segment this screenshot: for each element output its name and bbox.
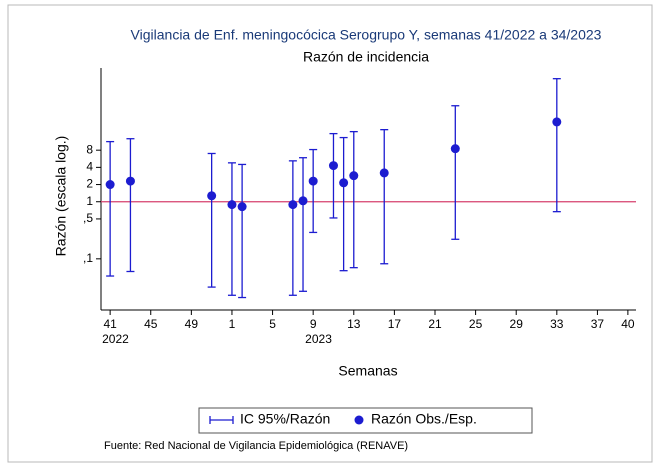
ci-bar: [288, 160, 297, 296]
point: [339, 178, 349, 188]
point: [328, 161, 338, 171]
ci-bar: [552, 78, 561, 213]
point: [379, 168, 389, 178]
x-year-label: 2023: [305, 332, 332, 346]
x-axis-label: Semanas: [338, 363, 397, 379]
frame: [7, 4, 653, 463]
x-tick-label: 41: [103, 317, 117, 331]
x-tick-label: 17: [388, 317, 402, 331]
ci-bar: [238, 163, 247, 299]
x-tick-label: 37: [591, 317, 605, 331]
point: [349, 171, 359, 181]
ci-bar: [380, 129, 389, 265]
source-note: Fuente: Red Nacional de Vigilancia Epide…: [104, 440, 408, 452]
legend-box: [198, 407, 533, 434]
x-tick-label: 13: [347, 317, 361, 331]
x-tick-label: 49: [185, 317, 199, 331]
ci-bar: [451, 105, 460, 240]
y-tick-label: 4: [86, 160, 93, 174]
ci-bar: [329, 132, 338, 219]
ci-bar: [207, 152, 216, 288]
x-tick-label: 45: [144, 317, 158, 331]
ci-bar: [339, 136, 348, 272]
ci-bar: [299, 157, 308, 292]
x-year-label: 2022: [102, 332, 129, 346]
point: [237, 202, 247, 212]
point: [308, 176, 318, 186]
y-tick-label: ,5: [83, 211, 93, 225]
ci-bar: [309, 148, 318, 234]
point: [105, 180, 115, 190]
y-axis-label: Razón (escala log.): [53, 136, 69, 257]
point: [298, 196, 308, 206]
legend-point-icon: [354, 415, 364, 425]
x-tick-label: 29: [510, 317, 524, 331]
point: [227, 200, 237, 210]
y-tick-label: ,1: [83, 251, 93, 265]
point: [207, 191, 217, 201]
legend-label: IC 95%/Razón: [240, 411, 330, 427]
legend-label: Razón Obs./Esp.: [371, 411, 477, 427]
ci-bar: [349, 130, 358, 269]
chart-title: Vigilancia de Enf. meningocócica Serogru…: [131, 27, 602, 43]
point: [288, 200, 298, 210]
y-tick-label: 1: [86, 194, 93, 208]
point: [552, 117, 562, 127]
ci-bar: [126, 138, 135, 273]
x-tick-label: 9: [310, 317, 317, 331]
ci-bar: [227, 162, 236, 296]
x-tick-label: 25: [469, 317, 483, 331]
x-tick-label: 33: [550, 317, 564, 331]
ci-bar: [106, 140, 115, 277]
x-tick-label: 5: [269, 317, 276, 331]
y-tick-label: 2: [86, 177, 93, 191]
chart-subtitle: Razón de incidencia: [303, 49, 429, 65]
x-tick-label: 21: [428, 317, 442, 331]
point: [125, 176, 135, 186]
y-tick-label: 8: [86, 142, 93, 156]
point: [450, 144, 460, 154]
x-tick-label: 40: [621, 317, 635, 331]
x-tick-label: 1: [229, 317, 236, 331]
